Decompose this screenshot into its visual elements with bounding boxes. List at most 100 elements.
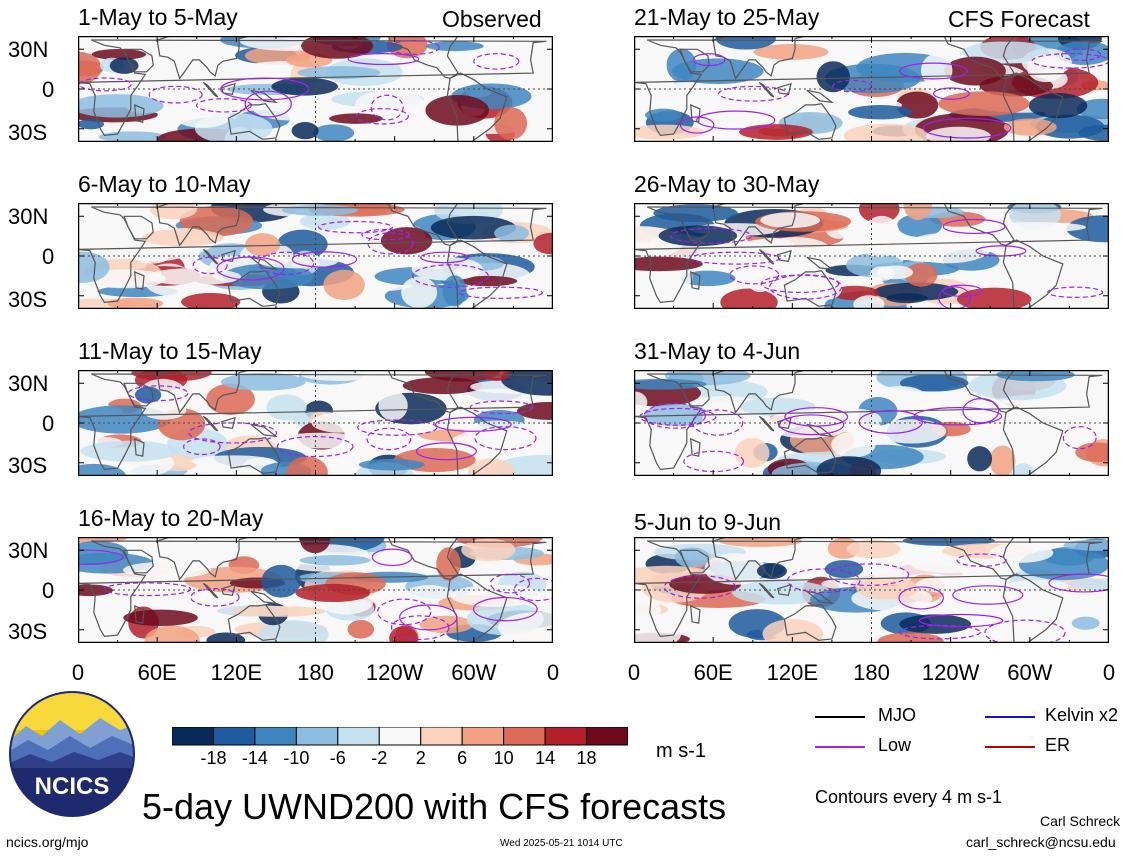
low-contour: [357, 419, 438, 436]
anomaly-blob: [299, 212, 351, 230]
anomaly-blob: [853, 295, 885, 309]
coastline: [634, 540, 1103, 638]
main-title: 5-day UWND200 with CFS forecasts: [142, 786, 727, 827]
coastline: [712, 370, 806, 414]
anomaly-blob: [300, 370, 380, 381]
anomaly-blob: [323, 269, 365, 301]
observed-map-panel-2: [78, 203, 553, 309]
anomaly-blob: [1068, 578, 1109, 590]
anomaly-blob: [497, 611, 553, 643]
coastline: [1002, 239, 1064, 309]
coastline: [758, 415, 775, 432]
anomaly-blob: [329, 113, 383, 124]
low-contour: [1062, 426, 1097, 450]
coastline: [156, 203, 250, 247]
anomaly-blob: [181, 292, 241, 309]
coastline: [634, 206, 1103, 304]
low-contour: [188, 422, 278, 444]
anomaly-blob: [869, 266, 895, 281]
panel-title: 5-Jun to 9-Jun: [634, 509, 782, 535]
low-legend-line: [815, 746, 865, 748]
anomaly-blob: [402, 377, 483, 395]
coastline: [943, 537, 1015, 581]
low-contour: [643, 402, 706, 429]
panel-title: 21-May to 25-May: [634, 4, 820, 30]
coastline: [221, 249, 236, 262]
coastline: [227, 102, 281, 140]
anomaly-blob: [299, 555, 371, 566]
coastline: [227, 436, 281, 474]
anomaly-blob: [745, 260, 775, 293]
footer-url[interactable]: ncics.org/mjo: [6, 834, 89, 850]
forecast-map-panel-2: [634, 203, 1109, 309]
anomaly-blob: [1075, 442, 1109, 463]
low-contour: [858, 409, 924, 434]
colorbar-label: 14: [535, 748, 556, 768]
logo-text: NCICS: [35, 773, 110, 800]
colorbar-swatch: [503, 727, 546, 746]
anomaly-blob: [122, 561, 212, 579]
anomaly-blob: [141, 229, 224, 247]
anomaly-blob: [442, 275, 467, 307]
anomaly-blob: [644, 108, 682, 122]
low-contour: [387, 39, 440, 55]
anomaly-blob: [358, 458, 425, 471]
footer-email[interactable]: carl_schreck@ncsu.edu: [966, 834, 1116, 850]
coastline: [783, 269, 837, 307]
forecast-map-panel-3: [634, 370, 1109, 476]
anomaly-blob: [78, 94, 164, 118]
anomaly-blob: [864, 215, 899, 248]
anomaly-blob: [1003, 118, 1057, 136]
coastline: [777, 583, 792, 596]
colorbar-swatch: [378, 727, 422, 746]
coastline: [387, 36, 459, 80]
footer-author: Carl Schreck: [1040, 813, 1121, 829]
anomaly-blob: [78, 463, 126, 476]
anomaly-blob: [848, 105, 913, 120]
mjo-legend-line: [815, 716, 865, 718]
anomaly-blob: [273, 432, 370, 449]
low-contour: [148, 85, 203, 104]
anomaly-blob: [91, 48, 147, 60]
low-contour: [244, 90, 292, 118]
low-contour: [918, 613, 1004, 628]
low-contour: [195, 98, 253, 113]
anomaly-blob: [494, 106, 528, 140]
anomaly-blob: [231, 605, 326, 617]
anomaly-blob: [634, 124, 705, 140]
low-contour: [769, 274, 843, 300]
observed-map-panel-1: [78, 36, 553, 142]
x-tick-label: 0: [71, 660, 85, 685]
coastline: [690, 437, 701, 457]
anomaly-blob: [411, 257, 483, 281]
low-contour: [291, 251, 358, 268]
anomaly-blob: [135, 250, 169, 264]
anomaly-blob: [938, 91, 1030, 117]
y-tick-label: 30S: [8, 287, 48, 312]
colorbar-swatch: [337, 727, 380, 746]
anomaly-blob: [899, 614, 972, 634]
anomaly-blob: [680, 270, 736, 287]
coastline: [221, 583, 236, 596]
coastline: [78, 206, 547, 304]
anomaly-blob: [760, 212, 821, 228]
anomaly-blob: [206, 383, 255, 415]
low-contour: [361, 228, 411, 241]
x-tick-label: 60W: [1007, 660, 1053, 685]
low-contour: [692, 53, 726, 67]
coastline: [712, 36, 806, 80]
anomaly-blob: [281, 204, 359, 216]
coastline: [227, 269, 281, 307]
anomaly-blob: [654, 82, 730, 107]
ncics-logo: NCICS: [9, 691, 135, 817]
coastline: [202, 415, 219, 432]
y-tick-label: 30S: [8, 120, 48, 145]
anomaly-blob: [846, 539, 901, 559]
colorbar-label: 2: [415, 748, 426, 768]
x-tick-label: 0: [627, 660, 641, 685]
coastline: [134, 270, 145, 290]
colorbar-label: 10: [493, 748, 514, 768]
low-contour: [190, 588, 240, 607]
panel-title: 26-May to 30-May: [634, 171, 820, 197]
low-contour: [473, 596, 538, 622]
